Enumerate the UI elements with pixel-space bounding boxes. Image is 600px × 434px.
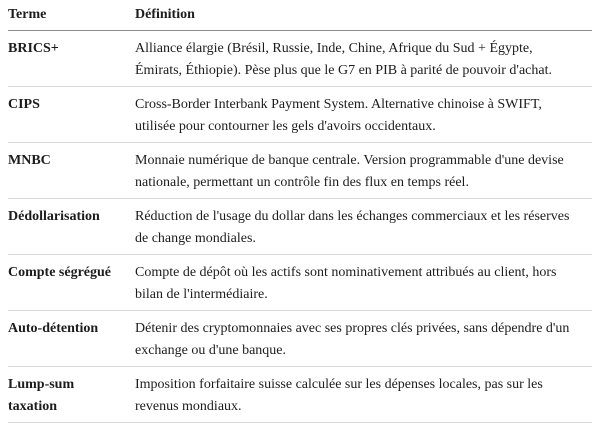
definition-cell: Monnaie numérique de banque centrale. Ve… [135, 142, 592, 199]
term-cell: Compte ségrégué [8, 254, 135, 311]
column-header-terme: Terme [8, 0, 135, 31]
definition-cell: Alliance élargie (Brésil, Russie, Inde, … [135, 30, 592, 87]
definition-cell: Détenir des cryptomonnaies avec ses prop… [135, 310, 592, 367]
term-cell: Auto-détention [8, 310, 135, 367]
term-cell: Lump-sum taxation [8, 366, 135, 423]
table-row: CIPS Cross-Border Interbank Payment Syst… [8, 86, 592, 143]
table-row: MNBC Monnaie numérique de banque central… [8, 142, 592, 199]
definition-cell: Compte de dépôt où les actifs sont nomin… [135, 254, 592, 311]
table-body: BRICS+ Alliance élargie (Brésil, Russie,… [8, 30, 592, 423]
table-row: Auto-détention Détenir des cryptomonnaie… [8, 310, 592, 367]
term-cell: CIPS [8, 86, 135, 143]
table-row: Lump-sum taxation Imposition forfaitaire… [8, 366, 592, 423]
term-cell: BRICS+ [8, 30, 135, 87]
header-row: Terme Définition [8, 0, 592, 31]
term-cell: MNBC [8, 142, 135, 199]
definition-cell: Cross-Border Interbank Payment System. A… [135, 86, 592, 143]
column-header-definition: Définition [135, 0, 592, 31]
term-cell: Dédollarisation [8, 198, 135, 255]
table-row: Compte ségrégué Compte de dépôt où les a… [8, 254, 592, 311]
definition-cell: Imposition forfaitaire suisse calculée s… [135, 366, 592, 423]
definition-cell: Réduction de l'usage du dollar dans les … [135, 198, 592, 255]
table-row: BRICS+ Alliance élargie (Brésil, Russie,… [8, 30, 592, 87]
table-row: Dédollarisation Réduction de l'usage du … [8, 198, 592, 255]
glossary-table: Terme Définition BRICS+ Alliance élargie… [8, 0, 592, 423]
table-header: Terme Définition [8, 0, 592, 31]
